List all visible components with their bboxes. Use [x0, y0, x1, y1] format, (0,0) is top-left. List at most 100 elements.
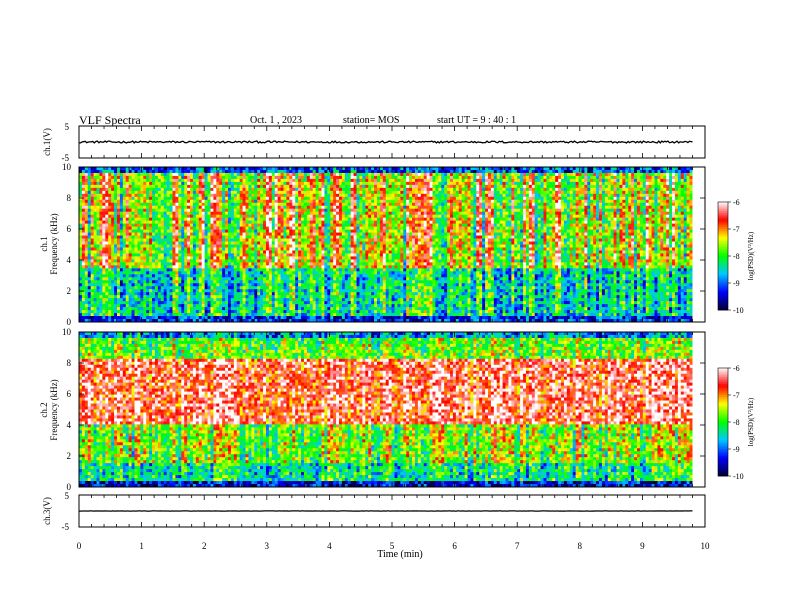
ch1-spectrogram-cell: [622, 175, 626, 180]
ch1-spectrogram-cell: [563, 169, 568, 174]
ch1-spectrogram-cell: [327, 232, 331, 236]
ch1-spectrogram-cell: [163, 214, 168, 219]
ch1-spectrogram-cell: [540, 223, 544, 228]
ch1-spectrogram-cell: [219, 229, 223, 233]
ch1-spectrogram-cell: [444, 223, 448, 228]
ch1-spectrogram-cell: [257, 193, 261, 198]
ch1-spectrogram-cell: [654, 199, 658, 204]
ch1-spectrogram-cell: [520, 184, 524, 189]
ch1-spectrogram-cell: [187, 211, 191, 216]
ch1-spectrogram-cell: [219, 193, 223, 198]
ch1-spectrogram-cell: [628, 181, 632, 186]
ch1-spectrogram-cell: [242, 178, 246, 183]
ch1-spectrogram-cell: [677, 208, 682, 213]
ch1-spectrogram-cell: [87, 172, 92, 177]
ch1-spectrogram-cell: [642, 229, 647, 233]
ch1-spectrogram-cell: [207, 172, 211, 177]
ch1-spectrogram-cell: [96, 211, 100, 216]
ch1-spectrogram-cell: [528, 193, 533, 198]
ch1-spectrogram-cell: [651, 220, 655, 225]
ch1-spectrogram-cell: [575, 190, 579, 195]
ch1-spectrogram-cell: [108, 199, 112, 204]
ch1-spectrogram-cell: [227, 211, 232, 216]
ch1-spectrogram-cell: [108, 202, 112, 207]
ch1-spectrogram-cell: [336, 202, 340, 207]
ch1-spectrogram-cell: [590, 167, 594, 171]
ch1-spectrogram-cell: [584, 217, 588, 222]
ch1-spectrogram-cell: [636, 214, 641, 219]
ch1-spectrogram-cell: [540, 199, 544, 204]
ch1-spectrogram-cell: [379, 211, 384, 216]
ch1-spectrogram-cell: [432, 220, 436, 225]
ch1-spectrogram-cell: [464, 214, 468, 219]
ch1-spectrogram-cell: [397, 196, 401, 201]
ch1-spectrogram-cell: [604, 190, 609, 195]
ch1-spectrogram-cell: [400, 181, 404, 186]
ch1-spectrogram-cell: [628, 199, 632, 204]
ch1-spectrogram-cell: [271, 167, 276, 171]
ch1-spectrogram-cell: [604, 229, 609, 233]
ch1-spectrogram-cell: [552, 232, 556, 236]
ch1-spectrogram-cell: [581, 217, 585, 222]
ch1-spectrogram-cell: [493, 217, 498, 222]
ch1-spectrogram-cell: [578, 169, 582, 174]
ch1-spectrogram-cell: [414, 205, 419, 210]
ch1-spectrogram-cell: [152, 208, 156, 213]
ch1-spectrogram-cell: [677, 175, 682, 180]
ch1-spectrogram-cell: [423, 217, 428, 222]
ch1-spectrogram-cell: [318, 178, 322, 183]
ch1-spectrogram-cell: [493, 175, 498, 180]
ch1-spectrogram-cell: [511, 181, 515, 186]
ch1-spectrogram-cell: [599, 214, 603, 219]
ch1-spectrogram-cell: [575, 232, 579, 236]
ch1-spectrogram-cell: [461, 175, 466, 180]
ch1-spectrogram-cell: [645, 169, 650, 174]
ch1-spectrogram-cell: [169, 187, 173, 192]
ch1-spectrogram-cell: [639, 181, 644, 186]
ch1-spectrogram-cell: [578, 211, 582, 216]
ch1-spectrogram-cell: [356, 184, 360, 189]
ch1-spectrogram-cell: [555, 175, 559, 180]
ch1-spectrogram-cell: [347, 202, 352, 207]
ch1-spectrogram-cell: [96, 184, 100, 189]
ch1-spectrogram-cell: [222, 217, 226, 222]
ch1-spectrogram-cell: [116, 175, 121, 180]
ch1-spectrogram-cell: [81, 232, 86, 236]
ch1-spectrogram-cell: [265, 178, 270, 183]
ch1-spectrogram-cell: [140, 178, 144, 183]
ch1-spectrogram-cell: [172, 196, 176, 201]
ch1-spectrogram-cell: [634, 229, 638, 233]
ch1-spectrogram-cell: [666, 167, 670, 171]
ch1-spectrogram-cell: [651, 223, 655, 228]
ch1-spectrogram-cell: [309, 232, 314, 236]
ch1-spectrogram-cell: [102, 193, 106, 198]
ch1-spectrogram-cell: [175, 214, 179, 219]
ch1-spectrogram-cell: [569, 193, 574, 198]
ch1-spectrogram-cell: [330, 199, 334, 204]
ch1-spectrogram-cell: [210, 232, 214, 236]
ch1-spectrogram-cell: [306, 187, 311, 192]
ch1-spectrogram-cell: [540, 229, 544, 233]
ch1-spectrogram-cell: [324, 202, 328, 207]
ch1-spectrogram-cell: [96, 175, 100, 180]
ch1-spectrogram-cell: [388, 196, 392, 201]
ch1-spectrogram-cell: [438, 167, 442, 171]
ch1-spectrogram-cell: [324, 178, 328, 183]
ch1-spectrogram-cell: [286, 232, 290, 236]
ch1-spectrogram-cell: [87, 223, 92, 228]
ch1-spectrogram-cell: [222, 169, 226, 174]
ch1-spectrogram-cell: [561, 196, 565, 201]
ch1-spectrogram-cell: [204, 229, 208, 233]
ch1-spectrogram-cell: [353, 199, 357, 204]
ch1-spectrogram-cell: [286, 178, 290, 183]
ch1-spectrogram-cell: [81, 220, 86, 225]
ch1-spectrogram-cell: [458, 187, 463, 192]
ch1-spectrogram-cell: [561, 184, 565, 189]
ch1-spectrogram-cell: [517, 187, 521, 192]
ch1-spectrogram-cell: [563, 181, 568, 186]
ch1-spectrogram-cell: [479, 175, 483, 180]
ch1-spectrogram-cell: [280, 169, 284, 174]
ch1-spectrogram-cell: [528, 223, 533, 228]
ch1-spectrogram-cell: [374, 172, 378, 177]
ch1-spectrogram-cell: [391, 208, 395, 213]
